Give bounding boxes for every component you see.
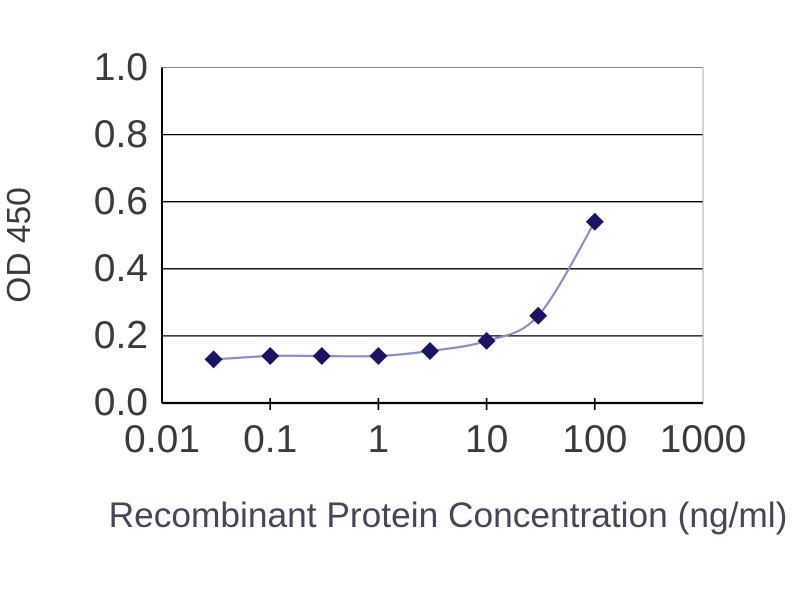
svg-text:1.0: 1.0 — [94, 46, 148, 89]
svg-text:0.01: 0.01 — [124, 418, 200, 461]
svg-text:1000: 1000 — [660, 418, 747, 461]
svg-text:0.8: 0.8 — [94, 113, 148, 156]
svg-text:100: 100 — [562, 418, 627, 461]
svg-text:0.6: 0.6 — [94, 180, 148, 223]
svg-text:0.2: 0.2 — [94, 314, 148, 357]
svg-text:OD 450: OD 450 — [1, 187, 38, 302]
svg-text:0.1: 0.1 — [243, 418, 297, 461]
svg-text:1: 1 — [368, 418, 390, 461]
svg-text:Recombinant Protein Concentrat: Recombinant Protein Concentration (ng/ml… — [109, 496, 788, 535]
svg-text:10: 10 — [465, 418, 508, 461]
svg-text:0.4: 0.4 — [94, 247, 148, 290]
